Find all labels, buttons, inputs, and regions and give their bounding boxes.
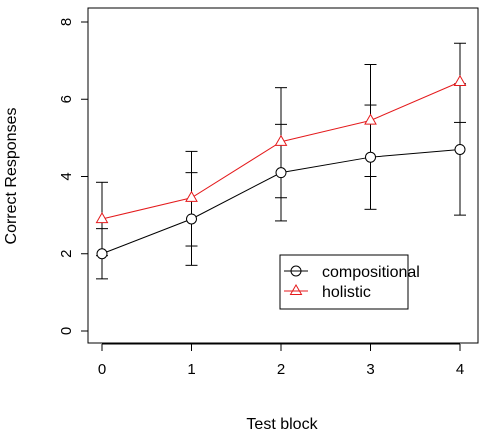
x-tick-label: 1 bbox=[187, 361, 195, 378]
y-tick-label: 8 bbox=[58, 18, 75, 26]
data-point-holistic bbox=[274, 134, 288, 146]
x-tick-label: 0 bbox=[98, 361, 106, 378]
x-tick-label: 4 bbox=[456, 361, 464, 378]
x-tick-label: 2 bbox=[277, 361, 285, 378]
x-axis: 0 1 2 3 4 bbox=[98, 343, 464, 378]
legend-box bbox=[279, 254, 409, 310]
y-tick-label: 0 bbox=[58, 327, 75, 335]
legend-label-holistic: holistic bbox=[322, 284, 371, 301]
x-tick-label: 3 bbox=[366, 361, 374, 378]
series-markers bbox=[95, 74, 467, 260]
legend-label-compositional: compositional bbox=[322, 264, 420, 281]
data-point-holistic bbox=[185, 190, 198, 202]
data-point-holistic bbox=[364, 113, 377, 125]
data-point-compositional bbox=[96, 248, 108, 260]
x-axis-title: Test block bbox=[246, 416, 318, 433]
legend: compositional holistic bbox=[279, 254, 420, 310]
y-tick-label: 4 bbox=[58, 172, 75, 180]
data-point-holistic bbox=[95, 211, 109, 224]
legend-marker-compositional bbox=[290, 265, 302, 277]
data-point-compositional bbox=[186, 213, 197, 225]
data-point-compositional bbox=[365, 151, 376, 163]
y-tick-label: 2 bbox=[58, 250, 75, 258]
y-axis-title: Correct Responses bbox=[3, 108, 20, 245]
data-point-compositional bbox=[454, 143, 466, 155]
y-axis: 0 2 4 6 8 bbox=[58, 18, 89, 335]
legend-marker-holistic bbox=[289, 284, 303, 295]
y-tick-label: 6 bbox=[58, 95, 75, 103]
data-point-holistic bbox=[453, 74, 467, 86]
error-bars bbox=[96, 42, 466, 280]
data-point-compositional bbox=[275, 167, 287, 179]
